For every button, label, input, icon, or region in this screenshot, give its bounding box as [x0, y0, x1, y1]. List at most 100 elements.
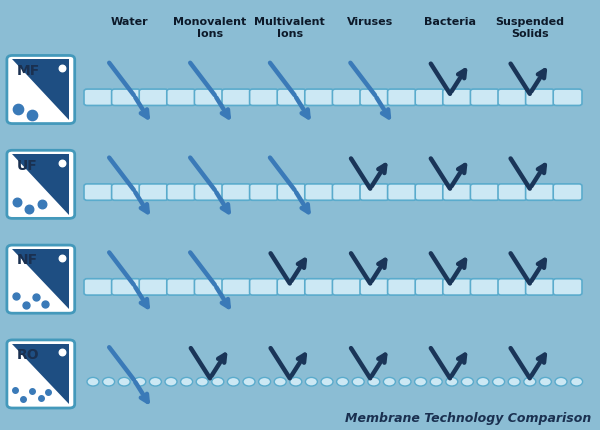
FancyBboxPatch shape [553, 279, 582, 295]
Circle shape [383, 378, 395, 386]
FancyBboxPatch shape [84, 279, 113, 295]
FancyBboxPatch shape [470, 90, 499, 106]
Circle shape [493, 378, 505, 386]
FancyBboxPatch shape [222, 279, 251, 295]
Polygon shape [13, 155, 70, 215]
FancyBboxPatch shape [139, 279, 168, 295]
FancyBboxPatch shape [360, 279, 389, 295]
Point [13, 199, 22, 206]
FancyBboxPatch shape [553, 184, 582, 201]
FancyBboxPatch shape [250, 184, 278, 201]
Circle shape [118, 378, 130, 386]
Point [14, 106, 23, 113]
Circle shape [508, 378, 520, 386]
Circle shape [87, 378, 99, 386]
Text: RO: RO [17, 347, 39, 361]
FancyBboxPatch shape [84, 90, 113, 106]
FancyBboxPatch shape [112, 184, 140, 201]
Circle shape [290, 378, 302, 386]
FancyBboxPatch shape [167, 279, 196, 295]
Circle shape [243, 378, 255, 386]
Text: Monovalent
Ions: Monovalent Ions [173, 17, 247, 39]
Point [58, 349, 67, 356]
FancyBboxPatch shape [470, 279, 499, 295]
Point [37, 394, 46, 401]
Point [32, 294, 41, 301]
FancyBboxPatch shape [332, 184, 361, 201]
Text: NF: NF [17, 253, 38, 267]
FancyBboxPatch shape [388, 90, 416, 106]
Circle shape [524, 378, 536, 386]
Circle shape [555, 378, 567, 386]
Polygon shape [13, 344, 70, 404]
Circle shape [212, 378, 224, 386]
Point [27, 113, 37, 120]
FancyBboxPatch shape [388, 184, 416, 201]
Polygon shape [13, 249, 70, 310]
Circle shape [399, 378, 411, 386]
Text: Suspended
Solids: Suspended Solids [496, 17, 564, 39]
FancyBboxPatch shape [443, 279, 472, 295]
FancyBboxPatch shape [194, 279, 223, 295]
Circle shape [305, 378, 317, 386]
FancyBboxPatch shape [139, 184, 168, 201]
Circle shape [337, 378, 349, 386]
FancyBboxPatch shape [332, 279, 361, 295]
FancyBboxPatch shape [250, 90, 278, 106]
Polygon shape [13, 60, 70, 120]
FancyBboxPatch shape [498, 184, 527, 201]
FancyBboxPatch shape [194, 184, 223, 201]
FancyBboxPatch shape [526, 184, 554, 201]
FancyBboxPatch shape [84, 184, 113, 201]
Circle shape [259, 378, 271, 386]
FancyBboxPatch shape [360, 184, 389, 201]
FancyBboxPatch shape [498, 279, 527, 295]
Circle shape [149, 378, 161, 386]
Circle shape [227, 378, 239, 386]
Circle shape [415, 378, 427, 386]
FancyBboxPatch shape [470, 184, 499, 201]
Point [58, 160, 67, 167]
Text: Membrane Technology Comparison: Membrane Technology Comparison [345, 411, 591, 424]
Point [58, 255, 67, 261]
Point [37, 201, 47, 208]
FancyBboxPatch shape [553, 90, 582, 106]
Circle shape [477, 378, 489, 386]
Circle shape [430, 378, 442, 386]
Circle shape [165, 378, 177, 386]
Circle shape [571, 378, 583, 386]
Circle shape [181, 378, 193, 386]
FancyBboxPatch shape [332, 90, 361, 106]
Text: UF: UF [17, 158, 37, 172]
FancyBboxPatch shape [250, 279, 278, 295]
Point [41, 301, 50, 308]
Point [21, 302, 31, 309]
Circle shape [196, 378, 208, 386]
FancyBboxPatch shape [526, 279, 554, 295]
Text: Multivalent
Ions: Multivalent Ions [254, 17, 325, 39]
Circle shape [461, 378, 473, 386]
FancyBboxPatch shape [277, 184, 306, 201]
FancyBboxPatch shape [526, 90, 554, 106]
Text: Bacteria: Bacteria [424, 17, 476, 27]
Circle shape [446, 378, 458, 386]
Circle shape [368, 378, 380, 386]
FancyBboxPatch shape [277, 90, 306, 106]
FancyBboxPatch shape [139, 90, 168, 106]
FancyBboxPatch shape [194, 90, 223, 106]
Point [11, 292, 20, 299]
FancyBboxPatch shape [388, 279, 416, 295]
FancyBboxPatch shape [415, 184, 444, 201]
FancyBboxPatch shape [7, 246, 75, 313]
Circle shape [274, 378, 286, 386]
Point [58, 65, 67, 72]
Point [44, 389, 53, 396]
FancyBboxPatch shape [112, 279, 140, 295]
FancyBboxPatch shape [167, 184, 196, 201]
Point [27, 388, 37, 395]
FancyBboxPatch shape [222, 90, 251, 106]
FancyBboxPatch shape [112, 90, 140, 106]
Text: MF: MF [17, 64, 40, 77]
FancyBboxPatch shape [443, 90, 472, 106]
Circle shape [134, 378, 146, 386]
